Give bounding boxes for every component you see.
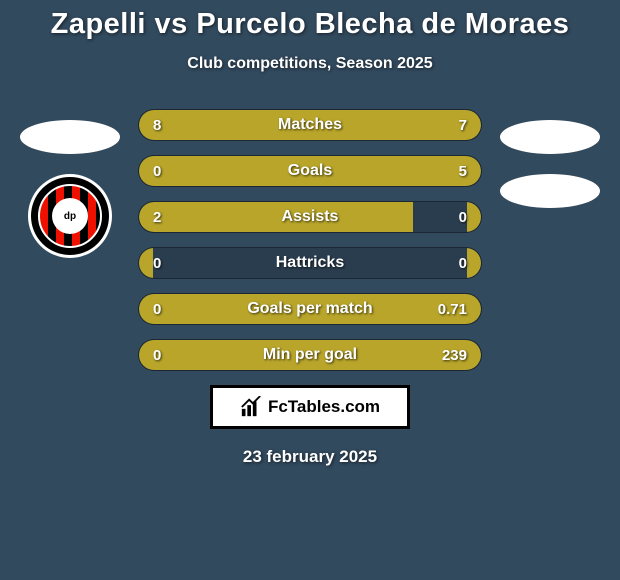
stat-bar-left-fill (139, 110, 320, 140)
stat-bar-right-fill (467, 202, 481, 232)
left-player-column: dp (20, 120, 120, 258)
stat-row: Assists20 (138, 201, 482, 233)
stat-value-right: 0 (459, 202, 467, 232)
stat-value-left: 0 (153, 248, 161, 278)
stat-label: Hattricks (139, 248, 481, 278)
right-placeholder-ellipse-1 (500, 120, 600, 154)
stat-bar-left-fill (139, 202, 413, 232)
subtitle: Club competitions, Season 2025 (0, 55, 620, 73)
stat-bar-right-fill (467, 248, 481, 278)
stat-bar-left-fill (139, 340, 153, 370)
stat-value-right: 0 (459, 248, 467, 278)
chart-icon (240, 396, 262, 418)
stat-bar-right-fill (153, 294, 481, 324)
left-placeholder-ellipse (20, 120, 120, 154)
stat-bar-left-fill (139, 248, 153, 278)
footer-date: 23 february 2025 (0, 447, 620, 467)
branding-text: FcTables.com (268, 397, 380, 417)
stat-row: Hattricks0 0 (138, 247, 482, 279)
right-player-column (500, 120, 600, 208)
stat-row: Goals per match00.71 (138, 293, 482, 325)
stat-row: Goals05 (138, 155, 482, 187)
left-club-crest: dp (28, 174, 112, 258)
infographic-container: Zapelli vs Purcelo Blecha de Moraes Club… (0, 0, 620, 580)
stat-bar-right-fill (153, 156, 481, 186)
page-title: Zapelli vs Purcelo Blecha de Moraes (0, 8, 620, 41)
stat-bar-left-fill (139, 294, 153, 324)
branding-box: FcTables.com (210, 385, 410, 429)
stat-row: Matches87 (138, 109, 482, 141)
crest-monogram: dp (52, 198, 88, 234)
stat-bars: Matches87Goals05Assists20Hattricks00Goal… (138, 109, 482, 371)
stat-bar-left-fill (139, 156, 153, 186)
crest-stripes: dp (38, 184, 102, 248)
right-placeholder-ellipse-2 (500, 174, 600, 208)
stat-bar-right-fill (153, 340, 481, 370)
stat-bar-right-fill (320, 110, 481, 140)
stat-row: Min per goal0239 (138, 339, 482, 371)
